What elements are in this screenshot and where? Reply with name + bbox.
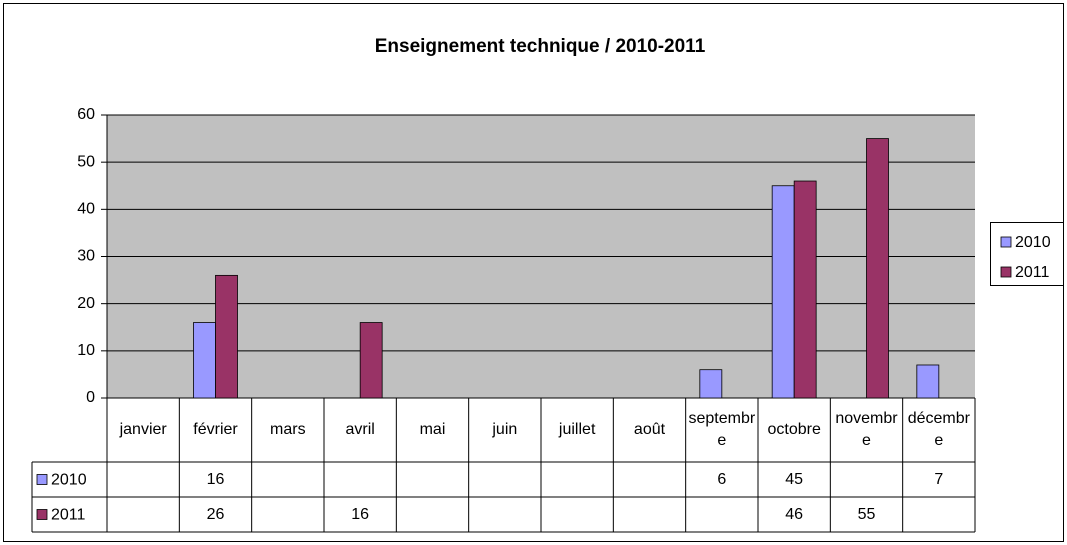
table-legend-key [36, 474, 48, 485]
y-tick-label: 60 [77, 106, 95, 123]
category-label: novembre [835, 410, 898, 449]
legend-label: 2011 [1015, 264, 1050, 281]
table-value: 55 [857, 505, 876, 523]
bar [699, 369, 723, 399]
table-value: 6 [717, 470, 727, 488]
table-legend-key [36, 509, 48, 520]
y-tick-label: 50 [77, 153, 95, 170]
y-tick-label: 10 [77, 342, 95, 359]
bar [793, 180, 817, 399]
y-tick-label: 30 [77, 248, 95, 265]
legend-label: 2010 [1015, 234, 1051, 251]
category-label: août [633, 421, 666, 438]
category-label: avril [345, 421, 375, 438]
table-value: 7 [934, 470, 944, 488]
bar [771, 185, 795, 399]
legend-key [1000, 236, 1012, 248]
table-value: 16 [351, 505, 370, 523]
bar [866, 138, 889, 399]
category-label: juin [492, 421, 518, 438]
category-label: octobre [767, 421, 821, 438]
category-label: mai [419, 421, 446, 438]
table-value: 46 [785, 505, 804, 523]
legend-key [1000, 266, 1012, 278]
category-label: juillet [558, 421, 596, 438]
category-label: janvier [119, 421, 167, 438]
category-label: mars [270, 421, 306, 438]
table-series-label: 2010 [51, 472, 87, 489]
category-label: février [193, 421, 238, 438]
chart-title: Enseignement technique / 2010-2011 [375, 36, 706, 57]
table-series-label: 2011 [51, 507, 86, 524]
y-tick-label: 0 [86, 389, 95, 406]
y-tick-label: 40 [77, 201, 95, 218]
y-tick-label: 20 [77, 295, 95, 312]
bar [359, 322, 383, 399]
bar [193, 322, 216, 399]
bar [215, 274, 238, 399]
table-value: 26 [206, 505, 225, 523]
table-value: 45 [785, 470, 804, 488]
category-label: décembre [907, 410, 970, 449]
bar [916, 364, 940, 399]
category-label: septembre [688, 410, 756, 449]
table-value: 16 [206, 470, 225, 488]
